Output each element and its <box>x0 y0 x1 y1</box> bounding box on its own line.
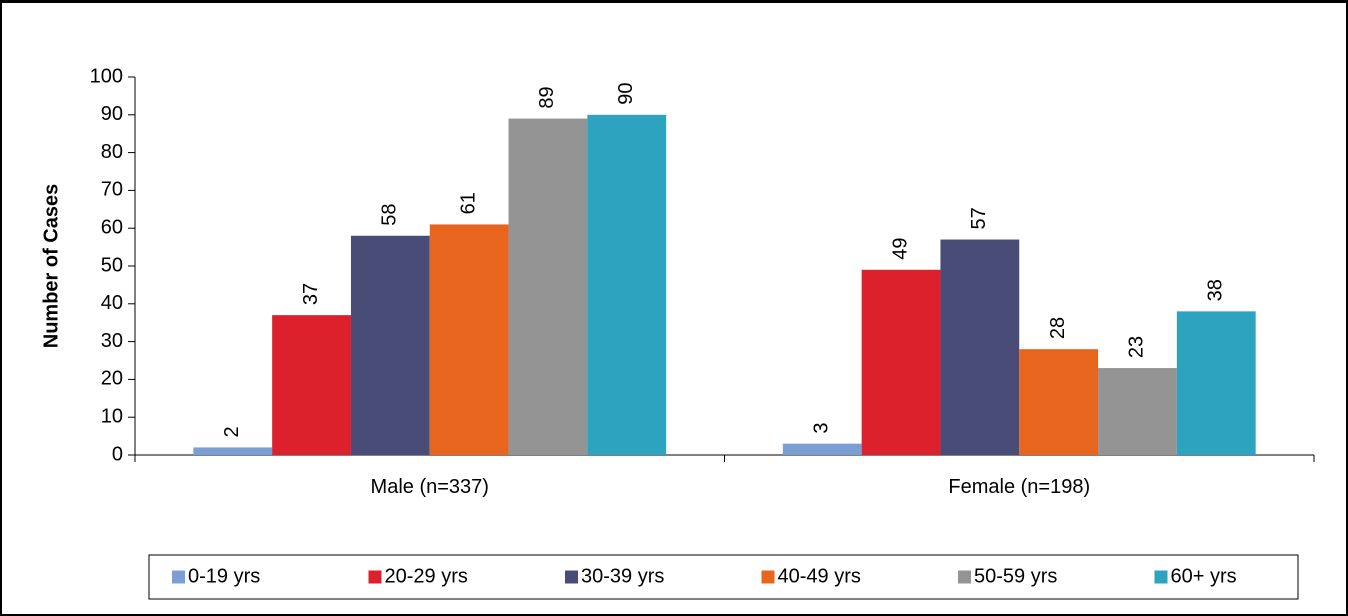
bar-0-19-yrs-female-n-198 <box>782 443 862 455</box>
data-label: 37 <box>300 283 322 305</box>
y-tick-label: 60 <box>101 216 123 238</box>
data-label: 58 <box>379 204 401 226</box>
bar-30-39-yrs-male-n-337 <box>350 235 430 455</box>
legend: 0-19 yrs 20-29 yrs 30-39 yrs 40-49 yrs 50-59… <box>148 554 1299 600</box>
y-tick-label: 80 <box>101 141 123 163</box>
y-tick-label: 90 <box>101 103 123 125</box>
data-label: 61 <box>457 192 479 214</box>
legend-label: 20-29 yrs <box>385 565 468 587</box>
y-tick-label: 70 <box>101 179 123 201</box>
legend-label: 40-49 yrs <box>778 565 861 587</box>
bars <box>193 114 1256 456</box>
data-label: 57 <box>968 207 990 229</box>
bar-60-yrs-male-n-337 <box>587 114 667 456</box>
data-label: 90 <box>615 83 637 105</box>
axes: 0 10 20 30 40 50 60 70 80 90 100 Male (n=337) Female… <box>90 65 1315 498</box>
y-axis-title-group: Number of Cases <box>40 184 62 349</box>
y-tick-label: 40 <box>101 292 123 314</box>
data-label: 3 <box>811 423 833 434</box>
bar-20-29-yrs-female-n-198 <box>861 269 941 455</box>
legend-box <box>148 554 1299 600</box>
y-tick-label: 0 <box>112 443 123 465</box>
y-axis-title: Number of Cases <box>40 184 62 349</box>
y-tick-label: 10 <box>101 405 123 427</box>
x-category-label: Female (n=198) <box>948 476 1090 498</box>
y-tick-label: 20 <box>101 368 123 390</box>
bar-30-39-yrs-female-n-198 <box>940 239 1020 455</box>
legend-swatch-40-49-yrs <box>761 570 775 584</box>
bar-50-59-yrs-female-n-198 <box>1098 368 1177 455</box>
legend-label: 50-59 yrs <box>974 565 1057 587</box>
legend-label: 0-19 yrs <box>188 565 260 587</box>
legend-label: 60+ yrs <box>1171 565 1237 587</box>
bar-40-49-yrs-female-n-198 <box>1019 349 1099 455</box>
legend-label: 30-39 yrs <box>581 565 664 587</box>
data-label: 49 <box>889 238 911 260</box>
y-tick-label: 50 <box>101 254 123 276</box>
y-tick-label: 100 <box>90 65 123 87</box>
legend-swatch-60-yrs <box>1154 570 1168 584</box>
legend-swatch-20-29-yrs <box>368 570 382 584</box>
legend-swatch-0-19-yrs <box>172 570 185 584</box>
bar-0-19-yrs-male-n-337 <box>193 447 273 455</box>
bar-50-59-yrs-male-n-337 <box>508 118 588 455</box>
bar-20-29-yrs-male-n-337 <box>272 315 351 455</box>
data-label: 28 <box>1047 317 1069 339</box>
data-label: 89 <box>536 86 558 108</box>
bar-60-yrs-female-n-198 <box>1176 311 1256 455</box>
data-labels: 2 37 58 61 89 90 3 49 57 28 23 38 <box>221 83 1227 438</box>
bar-40-49-yrs-male-n-337 <box>429 224 509 455</box>
data-label: 23 <box>1126 336 1148 358</box>
legend-swatch-50-59-yrs <box>958 570 971 584</box>
y-tick-label: 30 <box>101 330 123 352</box>
data-label: 2 <box>221 426 243 437</box>
x-category-label: Male (n=337) <box>371 476 489 498</box>
legend-swatch-30-39-yrs <box>565 570 578 584</box>
data-label: 38 <box>1205 279 1227 301</box>
